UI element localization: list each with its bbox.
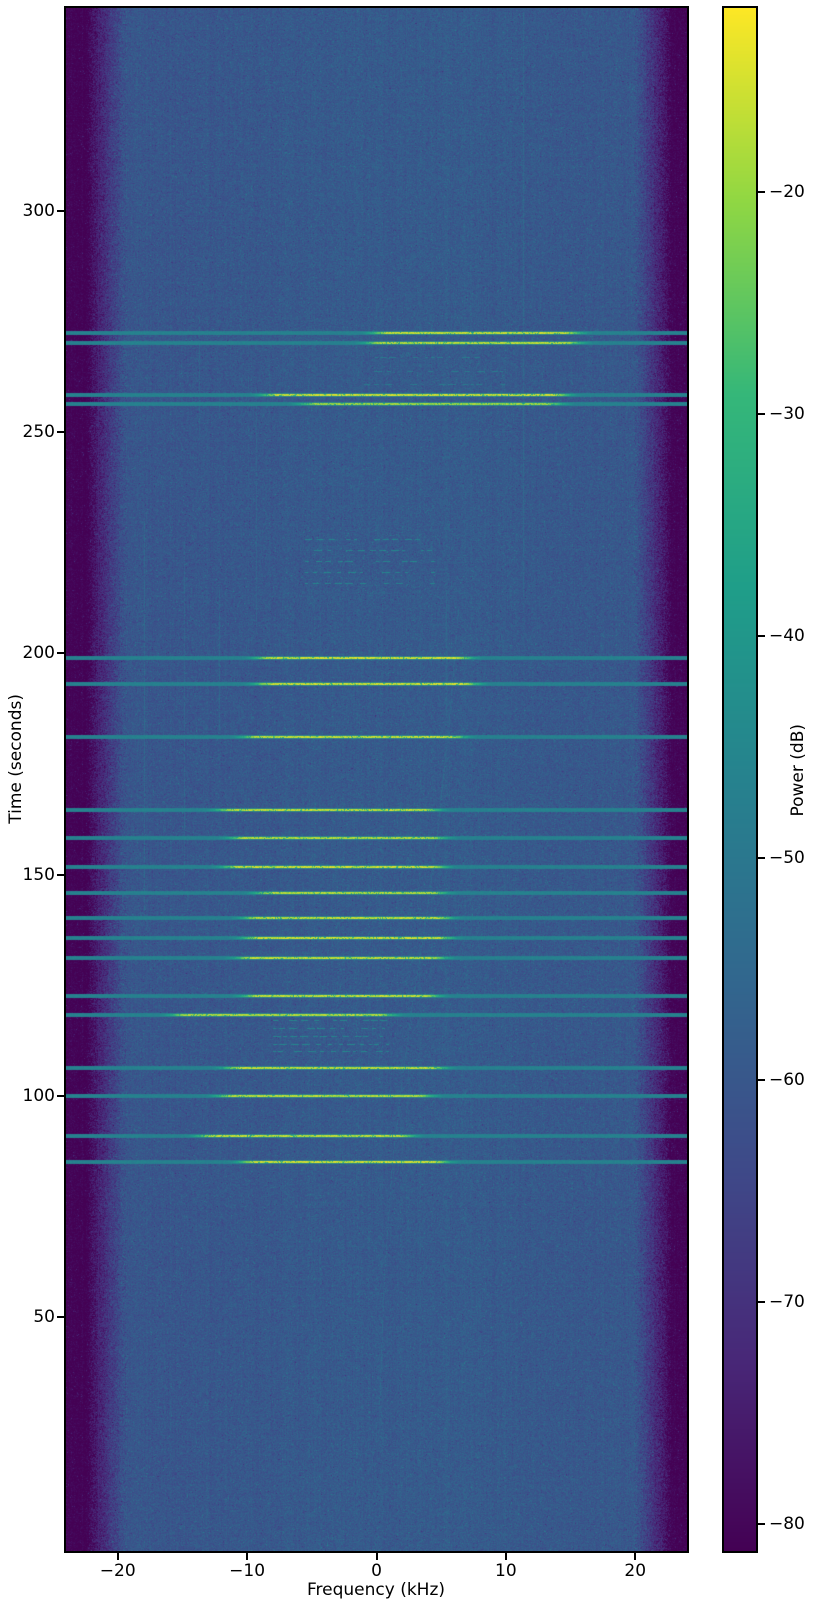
x-tick-label: 20 [624,1561,647,1581]
y-tick-label: 250 [22,422,55,443]
colorbar-tick-label: −80 [769,1514,805,1535]
x-tick-mark [246,1553,249,1560]
colorbar-tick-mark [758,1301,765,1304]
colorbar-tick-mark [758,857,765,860]
y-axis-label: Time (seconds) [6,694,26,824]
colorbar-tick-label: −50 [769,848,805,869]
y-tick-mark [57,1094,64,1097]
y-tick-mark [57,431,64,434]
x-tick-label: 0 [371,1561,382,1581]
colorbar-tick-mark [758,1523,765,1526]
x-tick-label: −10 [229,1561,266,1581]
x-tick-mark [634,1553,637,1560]
colorbar-tick-mark [758,635,765,638]
y-tick-mark [57,210,64,213]
x-tick-label: 10 [495,1561,517,1581]
y-tick-label: 100 [22,1085,55,1106]
colorbar-tick-label: −40 [769,626,805,647]
colorbar-tick-mark [758,191,765,194]
plot-area-frame [64,6,689,1553]
x-tick-mark [116,1553,119,1560]
spectrogram-heatmap [66,8,687,1551]
y-tick-label: 50 [33,1306,55,1327]
colorbar-tick-label: −20 [769,182,805,203]
colorbar-gradient [724,8,756,1551]
y-tick-mark [57,873,64,876]
colorbar-frame [722,6,758,1553]
x-axis-label: Frequency (kHz) [306,1580,446,1600]
colorbar-tick-label: −60 [769,1070,805,1091]
colorbar-tick-mark [758,1079,765,1082]
y-tick-mark [57,652,64,655]
y-tick-mark [57,1315,64,1318]
x-tick-mark [504,1553,507,1560]
colorbar-tick-label: −70 [769,1292,805,1313]
x-tick-mark [375,1553,378,1560]
colorbar-tick-mark [758,413,765,416]
x-tick-label: −20 [99,1561,136,1581]
y-tick-label: 200 [22,643,55,664]
y-tick-label: 300 [22,201,55,222]
colorbar-tick-label: −30 [769,404,805,425]
y-tick-label: 150 [22,864,55,885]
colorbar-label: Power (dB) [788,724,808,817]
